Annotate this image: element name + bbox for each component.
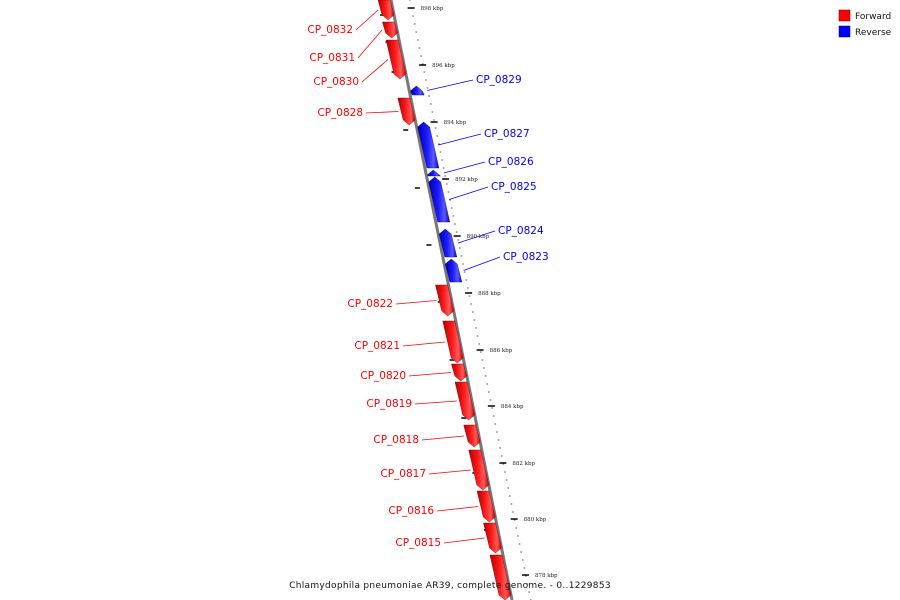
gene-leader-line bbox=[408, 372, 452, 377]
gene-label[interactable]: CP_0823 bbox=[503, 251, 549, 263]
gene-glyph[interactable] bbox=[489, 554, 512, 600]
gene-glyph[interactable] bbox=[426, 169, 442, 177]
gene-glyph[interactable] bbox=[385, 39, 407, 80]
gene-glyph[interactable] bbox=[442, 320, 464, 364]
tick-label: 878 kbp bbox=[535, 573, 558, 579]
gene-leader-line bbox=[355, 9, 379, 31]
forward-legend-label: Forward bbox=[855, 12, 891, 22]
gene-glyph[interactable] bbox=[451, 363, 468, 382]
gene-leader-line bbox=[436, 506, 479, 512]
gene-label[interactable]: CP_0822 bbox=[347, 298, 393, 310]
gene-glyph[interactable] bbox=[438, 228, 458, 258]
gene-glyph[interactable] bbox=[428, 176, 451, 223]
tick-label: 896 kbp bbox=[432, 63, 455, 69]
gene-label[interactable]: CP_0827 bbox=[484, 128, 530, 140]
gene-leader-line bbox=[428, 469, 471, 475]
gene-glyph[interactable] bbox=[417, 121, 440, 169]
gene-leader-line bbox=[443, 161, 486, 174]
gene-glyph[interactable] bbox=[382, 21, 398, 39]
gene-leader-line bbox=[438, 133, 482, 146]
genome-backbone bbox=[389, 0, 514, 600]
reverse-legend-label: Reverse bbox=[855, 28, 892, 38]
tick-label: 884 kbp bbox=[501, 404, 524, 410]
gene-label[interactable]: CP_0816 bbox=[388, 505, 434, 517]
tick-label: 882 kbp bbox=[512, 461, 535, 467]
gene-glyph[interactable] bbox=[476, 490, 496, 523]
gene-label[interactable]: CP_0815 bbox=[395, 537, 441, 549]
gene-leader-line bbox=[357, 29, 383, 59]
gene-leader-line bbox=[443, 537, 485, 544]
gene-label[interactable]: CP_0824 bbox=[498, 225, 544, 237]
gene-label[interactable]: CP_0829 bbox=[476, 74, 522, 86]
tick-label: 886 kbp bbox=[490, 348, 513, 354]
gene-label[interactable]: CP_0825 bbox=[491, 181, 537, 193]
gene-labels: CP_0832 CP_0831 CP_0830 CP_0829 CP_0828 CP_08… bbox=[307, 9, 549, 549]
gene-label[interactable]: CP_0817 bbox=[380, 468, 426, 480]
gene-leader-line bbox=[421, 435, 464, 441]
tick-label: 880 kbp bbox=[524, 517, 547, 523]
gene-glyph[interactable] bbox=[435, 284, 454, 317]
gene-label[interactable]: CP_0821 bbox=[354, 340, 400, 352]
gene-label[interactable]: CP_0830 bbox=[313, 76, 359, 88]
gene-leader-line bbox=[414, 400, 457, 405]
gene-leader-line bbox=[402, 341, 446, 347]
gene-leader-line bbox=[361, 59, 389, 83]
gene-label[interactable]: CP_0826 bbox=[488, 156, 534, 168]
gene-leader-line bbox=[395, 300, 437, 305]
gene-glyph[interactable] bbox=[377, 0, 395, 21]
gene-glyph[interactable] bbox=[397, 97, 416, 126]
gene-glyph[interactable] bbox=[445, 258, 463, 283]
gene-leader-line bbox=[427, 79, 474, 91]
gene-label[interactable]: CP_0832 bbox=[307, 24, 353, 36]
gene-glyph[interactable] bbox=[468, 449, 490, 491]
gene-track bbox=[377, 0, 512, 600]
tick-label: 898 kbp bbox=[421, 6, 444, 12]
gene-glyph[interactable] bbox=[410, 85, 425, 96]
genome-caption: Chlamydophila pneumoniae AR39, complete … bbox=[289, 581, 611, 591]
gene-label[interactable]: CP_0818 bbox=[373, 434, 419, 446]
tick-label: 894 kbp bbox=[444, 120, 467, 126]
forward-swatch bbox=[838, 9, 851, 22]
tick-label: 888 kbp bbox=[478, 291, 501, 297]
gene-leader-line bbox=[457, 230, 496, 244]
gene-leader-line bbox=[463, 256, 501, 271]
gene-label[interactable]: CP_0828 bbox=[317, 107, 363, 119]
gene-label[interactable]: CP_0819 bbox=[366, 398, 412, 410]
gene-leader-line bbox=[449, 186, 489, 200]
gene-label[interactable]: CP_0820 bbox=[360, 370, 406, 382]
gene-glyph[interactable] bbox=[454, 381, 475, 421]
legend: Forward Reverse bbox=[838, 9, 892, 38]
scale-ticks: 898 kbp 896 kbp 894 kbp 892 kbp 890 kbp 888 k… bbox=[380, 0, 558, 600]
gene-leader-line bbox=[365, 111, 399, 114]
gene-label[interactable]: CP_0831 bbox=[309, 52, 355, 64]
gene-glyph[interactable] bbox=[463, 424, 481, 448]
gene-glyph[interactable] bbox=[483, 522, 502, 554]
tick-label: 892 kbp bbox=[455, 177, 478, 183]
reverse-swatch bbox=[838, 25, 851, 38]
tick-label: 890 kbp bbox=[467, 234, 490, 240]
